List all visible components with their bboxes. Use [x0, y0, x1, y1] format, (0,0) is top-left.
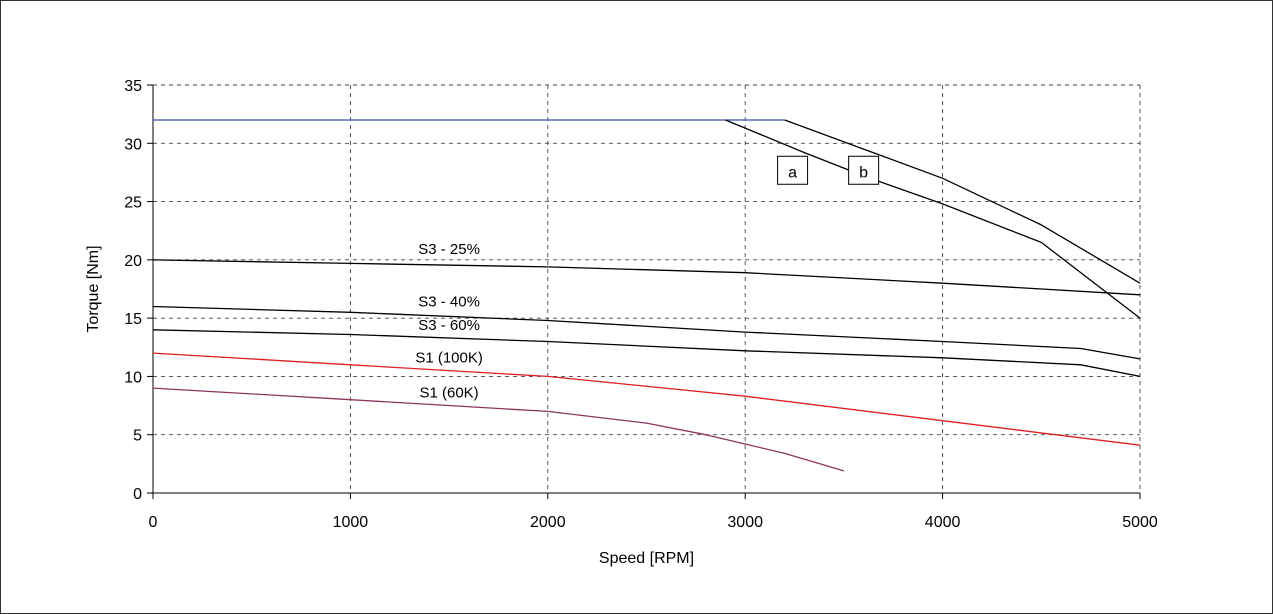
y-tick-label: 20: [124, 253, 142, 270]
y-tick-label: 30: [124, 136, 142, 153]
series-line-a: [725, 119, 1141, 319]
x-tick-label: 4000: [925, 514, 961, 531]
x-tick-label: 0: [149, 514, 158, 531]
x-axis-label: Speed [RPM]: [599, 550, 694, 567]
tick-labels: 0 1000 2000 3000 4000 5000 0 5 10 15 20 25 30 35: [124, 78, 1158, 531]
axes: [147, 84, 1141, 499]
curve-marker-box: [848, 155, 880, 185]
y-tick-label: 15: [124, 311, 142, 328]
y-tick-label: 25: [124, 195, 142, 212]
curve-labels: S3 - 25% S3 - 40% S3 - 60% S1 (100K) S1 (60K…: [415, 155, 880, 401]
x-tick-label: 2000: [530, 514, 566, 531]
series-line-s3_25: [152, 259, 1141, 296]
x-tick-label: 1000: [333, 514, 369, 531]
curve-marker-label: a: [788, 164, 797, 181]
series-line-s1_100k: [152, 352, 1141, 446]
curve-label: S1 (60K): [419, 384, 478, 401]
curve-label: S3 - 25%: [418, 241, 480, 258]
y-tick-label: 10: [124, 369, 142, 386]
series-line-b: [784, 119, 1141, 284]
y-tick-label: 0: [133, 486, 142, 503]
grid: [153, 84, 1141, 493]
series-line-s3_60: [152, 329, 1141, 378]
curve-label: S3 - 60%: [418, 317, 480, 334]
curve-marker-box: [777, 155, 809, 185]
curve-label: S1 (100K): [415, 349, 483, 366]
series: [152, 119, 1141, 472]
curve-marker-label: b: [859, 164, 868, 181]
x-tick-label: 3000: [727, 514, 763, 531]
series-line-s1_60k: [152, 387, 845, 472]
y-tick-label: 35: [124, 78, 142, 95]
y-axis-label: Torque [Nm]: [85, 245, 102, 332]
x-tick-label: 5000: [1122, 514, 1158, 531]
curve-label: S3 - 40%: [418, 293, 480, 310]
series-line-s3_40: [152, 305, 1141, 360]
y-tick-label: 5: [133, 428, 142, 445]
